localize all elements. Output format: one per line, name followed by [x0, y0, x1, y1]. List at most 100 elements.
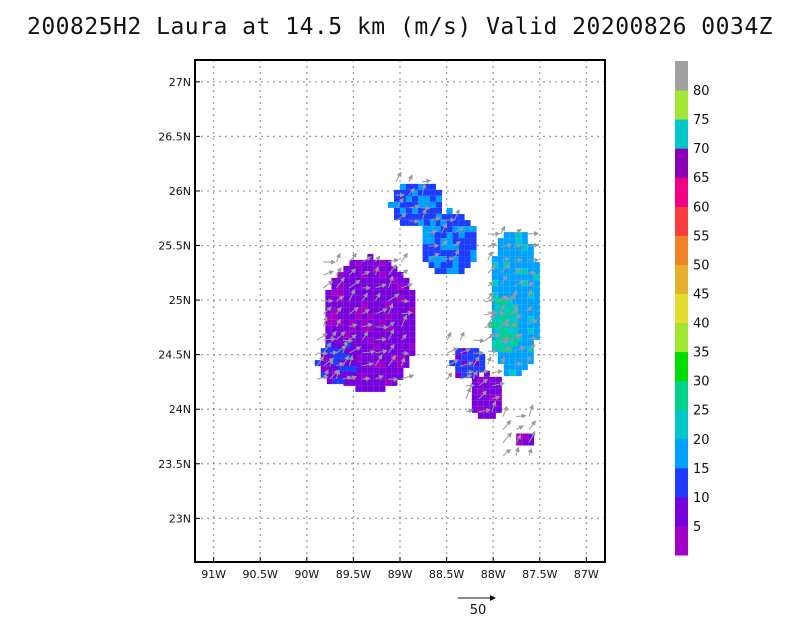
wind-arrow: [510, 333, 521, 342]
wind-cell: [461, 372, 468, 379]
wind-cell: [361, 361, 368, 368]
wind-cell: [355, 259, 362, 266]
wind-cell: [373, 337, 380, 344]
wind-cell: [379, 331, 386, 338]
wind-arrow: [316, 355, 325, 367]
wind-cell: [350, 360, 357, 367]
wind-arrow: [408, 187, 415, 196]
wind-cell: [349, 379, 356, 386]
wind-arrow: [454, 208, 460, 221]
wind-cell: [435, 207, 442, 214]
wind-cell: [515, 256, 522, 263]
wind-cell: [422, 232, 429, 239]
wind-cell: [349, 319, 356, 326]
wind-cell: [452, 262, 459, 269]
wind-cell: [471, 406, 478, 413]
wind-arrow: [323, 270, 334, 276]
wind-cell: [533, 322, 540, 329]
wind-cell: [331, 289, 338, 296]
wind-cell: [509, 250, 516, 257]
wind-cell: [349, 295, 356, 302]
wind-cell: [355, 319, 362, 326]
wind-cell: [361, 271, 368, 278]
wind-cell: [509, 256, 516, 263]
wind-cell: [361, 367, 368, 374]
wind-cell: [355, 331, 362, 338]
wind-cell: [361, 385, 368, 392]
wind-cell: [533, 268, 540, 275]
wind-arrow: [527, 447, 533, 456]
wind-cell: [527, 316, 534, 323]
wind-cell: [349, 271, 356, 278]
wind-arrow: [465, 408, 474, 414]
wind-cell: [397, 301, 404, 308]
wind-cell: [403, 337, 410, 344]
wind-cell: [350, 354, 357, 361]
wind-cell: [521, 328, 528, 335]
wind-arrow: [388, 321, 395, 328]
wind-cell: [458, 256, 465, 263]
wind-cell: [411, 189, 418, 196]
wind-arrow: [500, 256, 511, 262]
chart-title: 200825H2 Laura at 14.5 km (m/s) Valid 20…: [26, 14, 774, 40]
wind-cell: [527, 310, 534, 317]
wind-cell: [411, 213, 418, 220]
wind-arrow: [454, 240, 461, 247]
wind-arrow: [375, 349, 388, 355]
wind-cell: [458, 268, 465, 275]
wind-arrow: [348, 288, 355, 302]
colorbar-swatch: [675, 409, 688, 440]
wind-cell: [397, 361, 404, 368]
wind-arrow: [388, 376, 399, 382]
wind-cell: [470, 244, 477, 251]
wind-arrow: [387, 328, 395, 341]
wind-cell: [527, 274, 534, 281]
wind-arrow: [387, 275, 394, 289]
wind-cell: [458, 220, 465, 227]
wind-cell: [367, 289, 374, 296]
wind-cell: [515, 316, 522, 323]
wind-cell: [403, 283, 410, 290]
wind-cell: [417, 183, 424, 190]
wind-cell: [521, 232, 528, 239]
wind-cell: [349, 343, 356, 350]
wind-cell: [471, 394, 478, 401]
wind-cell: [361, 373, 368, 380]
wind-arrow: [323, 280, 334, 289]
wind-cell: [467, 348, 474, 355]
wind-cell: [464, 238, 471, 245]
wind-cell: [397, 331, 404, 338]
wind-cell: [385, 355, 392, 362]
wind-cell: [458, 232, 465, 239]
wind-cell: [527, 340, 534, 347]
wind-arrow: [387, 354, 396, 367]
wind-cell: [361, 337, 368, 344]
wind-cell: [464, 250, 471, 257]
colorbar-label: 70: [693, 142, 710, 157]
wind-arrow: [465, 386, 472, 400]
wind-cell: [403, 307, 410, 314]
wind-cell: [417, 201, 424, 208]
wind-cell: [397, 367, 404, 374]
wind-arrow: [395, 197, 404, 209]
wind-cell: [367, 265, 374, 272]
colorbar-label: 30: [693, 375, 710, 390]
wind-cell: [373, 283, 380, 290]
wind-cell: [500, 333, 507, 340]
wind-arrow: [335, 267, 342, 276]
wind-cell: [325, 295, 332, 302]
wind-cell: [458, 262, 465, 269]
colorbar-label: 45: [693, 287, 710, 302]
wind-cell: [403, 319, 410, 326]
wind-cell: [373, 277, 380, 284]
wind-cell: [326, 372, 333, 379]
wind-arrow: [484, 333, 495, 342]
wind-cell: [527, 286, 534, 293]
wind-arrow: [478, 369, 490, 375]
wind-cell: [397, 313, 404, 320]
wind-cell: [428, 250, 435, 257]
wind-cell: [344, 378, 351, 385]
wind-cell: [497, 250, 504, 257]
wind-cell: [500, 327, 507, 334]
wind-arrow: [374, 255, 381, 263]
